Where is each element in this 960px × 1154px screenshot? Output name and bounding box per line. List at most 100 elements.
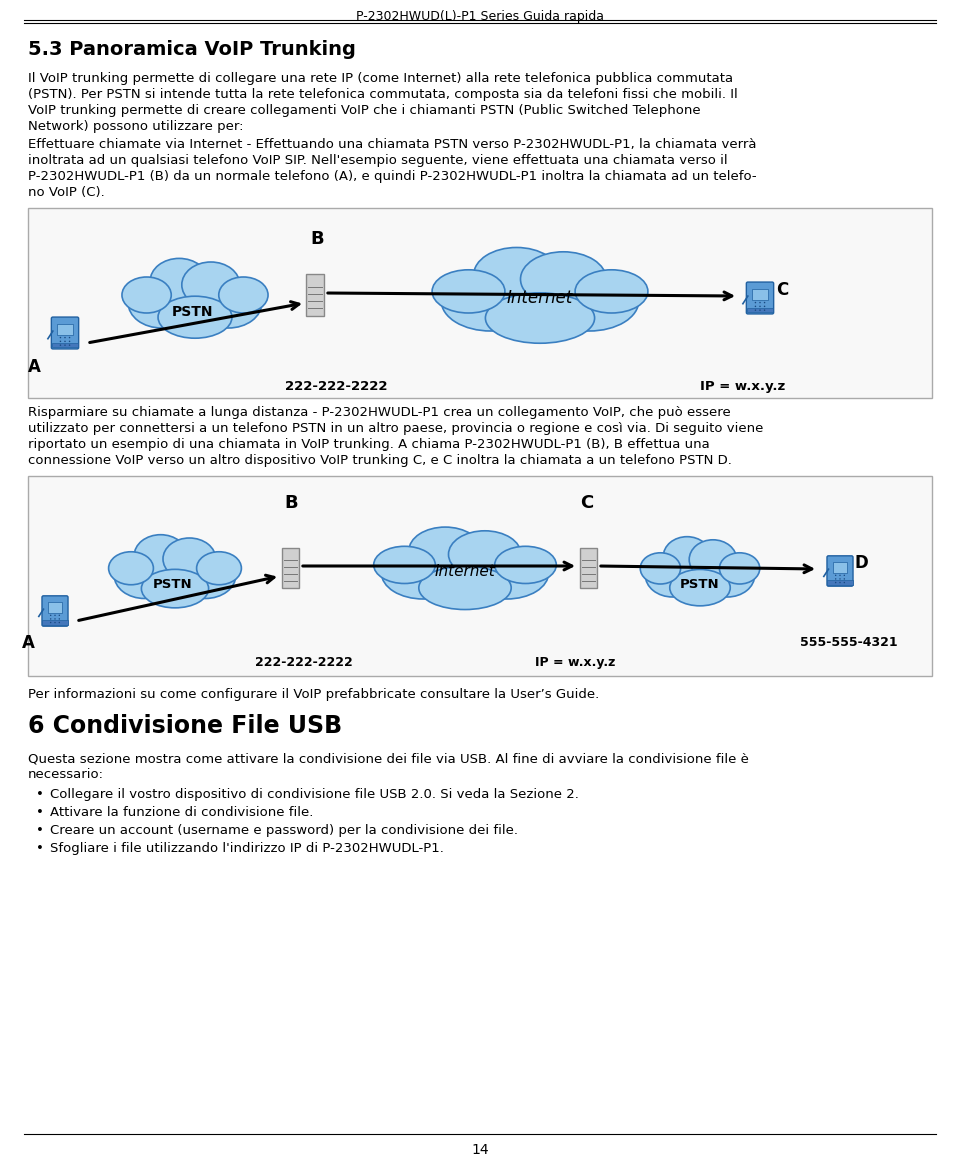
Ellipse shape — [134, 534, 187, 577]
Ellipse shape — [670, 569, 731, 606]
Text: A: A — [28, 358, 41, 376]
Ellipse shape — [689, 540, 736, 579]
Bar — [28, 475, 932, 676]
Ellipse shape — [663, 537, 710, 576]
Text: Internet: Internet — [507, 288, 573, 307]
Ellipse shape — [108, 552, 154, 585]
FancyBboxPatch shape — [580, 548, 596, 589]
Ellipse shape — [408, 535, 522, 600]
Ellipse shape — [844, 582, 845, 583]
Ellipse shape — [662, 544, 737, 598]
Text: D: D — [854, 554, 868, 572]
Ellipse shape — [839, 575, 841, 576]
Text: 555-555-4321: 555-555-4321 — [800, 636, 898, 649]
Ellipse shape — [59, 619, 60, 620]
Ellipse shape — [575, 270, 648, 313]
Ellipse shape — [195, 278, 262, 328]
Bar — [753, 288, 768, 300]
Ellipse shape — [839, 582, 841, 583]
Ellipse shape — [472, 257, 608, 332]
Ellipse shape — [640, 553, 681, 584]
Bar — [28, 208, 932, 398]
Text: •: • — [36, 805, 44, 819]
Text: PSTN: PSTN — [172, 305, 213, 319]
Ellipse shape — [494, 546, 556, 584]
Ellipse shape — [409, 527, 482, 575]
Ellipse shape — [844, 578, 845, 579]
Ellipse shape — [150, 258, 208, 304]
Ellipse shape — [764, 302, 765, 304]
Bar — [832, 562, 847, 572]
Ellipse shape — [133, 542, 217, 600]
FancyBboxPatch shape — [306, 273, 324, 316]
Ellipse shape — [755, 302, 756, 304]
Ellipse shape — [163, 538, 216, 579]
Ellipse shape — [448, 531, 521, 578]
Bar — [747, 308, 774, 313]
Ellipse shape — [442, 270, 540, 331]
Ellipse shape — [50, 615, 52, 616]
Ellipse shape — [141, 569, 208, 608]
Ellipse shape — [755, 309, 756, 310]
Text: Per informazioni su come configurare il VoIP prefabbricate consultare la User’s : Per informazioni su come configurare il … — [28, 688, 599, 700]
FancyBboxPatch shape — [746, 282, 774, 314]
Text: Collegare il vostro dispositivo di condivisione file USB 2.0. Si veda la Sezione: Collegare il vostro dispositivo di condi… — [50, 788, 579, 801]
Bar — [828, 580, 852, 585]
Ellipse shape — [719, 553, 759, 584]
Ellipse shape — [55, 619, 56, 620]
Bar — [58, 323, 73, 335]
Text: B: B — [310, 230, 324, 248]
FancyBboxPatch shape — [42, 595, 68, 627]
Text: Creare un account (username e password) per la condivisione dei file.: Creare un account (username e password) … — [50, 824, 518, 837]
Ellipse shape — [764, 309, 765, 310]
Text: no VoIP (C).: no VoIP (C). — [28, 186, 105, 198]
Text: Internet: Internet — [435, 563, 495, 578]
Ellipse shape — [60, 340, 61, 342]
Ellipse shape — [759, 302, 760, 304]
Ellipse shape — [373, 546, 435, 584]
Text: 222-222-2222: 222-222-2222 — [255, 655, 352, 669]
Bar — [48, 602, 62, 613]
Ellipse shape — [219, 277, 268, 313]
Text: connessione VoIP verso un altro dispositivo VoIP trunking C, e C inoltra la chia: connessione VoIP verso un altro disposit… — [28, 454, 732, 467]
Text: Risparmiare su chiamate a lunga distanza - P-2302HWUDL-P1 crea un collegamento V: Risparmiare su chiamate a lunga distanza… — [28, 406, 731, 419]
Ellipse shape — [149, 267, 241, 329]
Ellipse shape — [114, 553, 175, 599]
Ellipse shape — [64, 340, 65, 342]
Text: Il VoIP trunking permette di collegare una rete IP (come Internet) alla rete tel: Il VoIP trunking permette di collegare u… — [28, 72, 733, 85]
Text: •: • — [36, 842, 44, 855]
Text: VoIP trunking permette di creare collegamenti VoIP che i chiamanti PSTN (Public : VoIP trunking permette di creare collega… — [28, 104, 701, 117]
Ellipse shape — [759, 309, 760, 310]
Text: C: C — [580, 494, 593, 512]
Ellipse shape — [69, 340, 70, 342]
Ellipse shape — [50, 619, 52, 620]
Text: necessario:: necessario: — [28, 769, 104, 781]
Text: 6 Condivisione File USB: 6 Condivisione File USB — [28, 714, 342, 739]
Text: B: B — [284, 494, 298, 512]
Ellipse shape — [473, 247, 560, 302]
Ellipse shape — [700, 553, 755, 597]
Text: P-2302HWUD(L)-P1 Series Guida rapida: P-2302HWUD(L)-P1 Series Guida rapida — [356, 10, 604, 23]
Ellipse shape — [839, 578, 841, 579]
Text: PSTN: PSTN — [680, 578, 720, 591]
Ellipse shape — [158, 297, 232, 338]
Text: inoltrata ad un qualsiasi telefono VoIP SIP. Nell'esempio seguente, viene effett: inoltrata ad un qualsiasi telefono VoIP … — [28, 153, 728, 167]
Text: 5.3 Panoramica VoIP Trunking: 5.3 Panoramica VoIP Trunking — [28, 40, 356, 59]
Text: P-2302HWUDL-P1 (B) da un normale telefono (A), e quindi P-2302HWUDL-P1 inoltra l: P-2302HWUDL-P1 (B) da un normale telefon… — [28, 170, 756, 183]
Ellipse shape — [835, 582, 836, 583]
Ellipse shape — [60, 337, 61, 338]
Ellipse shape — [835, 575, 836, 576]
Text: 222-222-2222: 222-222-2222 — [285, 380, 388, 394]
Ellipse shape — [50, 622, 52, 623]
Text: (PSTN). Per PSTN si intende tutta la rete telefonica commutata, composta sia da : (PSTN). Per PSTN si intende tutta la ret… — [28, 88, 737, 102]
Ellipse shape — [486, 293, 594, 343]
Bar — [42, 621, 67, 624]
Ellipse shape — [175, 553, 236, 599]
Text: C: C — [776, 282, 788, 299]
Text: 14: 14 — [471, 1142, 489, 1154]
Ellipse shape — [181, 262, 240, 308]
Text: riportato un esempio di una chiamata in VoIP trunking. A chiama P-2302HWUDL-P1 (: riportato un esempio di una chiamata in … — [28, 439, 709, 451]
Ellipse shape — [540, 270, 638, 331]
Text: Sfogliare i file utilizzando l'indirizzo IP di P-2302HWUDL-P1.: Sfogliare i file utilizzando l'indirizzo… — [50, 842, 444, 855]
Text: IP = w.x.y.z: IP = w.x.y.z — [535, 655, 615, 669]
